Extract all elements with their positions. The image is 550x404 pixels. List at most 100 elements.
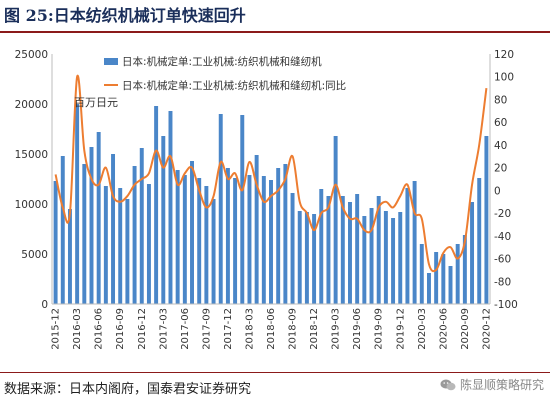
x-tick-label: 2019-06 — [352, 308, 363, 350]
bar — [441, 254, 446, 304]
right-y-tick-label: 100 — [494, 72, 514, 84]
bar — [190, 161, 194, 304]
right-y-tick-label: 20 — [494, 163, 507, 175]
bar — [319, 189, 324, 304]
x-tick-label: 2020-09 — [460, 308, 471, 350]
x-tick-label: 2017-09 — [201, 308, 212, 350]
x-tick-label: 2019-03 — [331, 308, 342, 350]
right-y-tick-label: -40 — [494, 231, 511, 243]
x-tick-label: 2018-03 — [244, 308, 255, 350]
bar — [412, 181, 417, 304]
bar — [376, 196, 381, 304]
line-series — [54, 74, 488, 273]
bar — [477, 178, 482, 304]
figure-title: 图 25:日本纺织机械订单快速回升 — [4, 6, 246, 25]
bar — [462, 235, 467, 304]
bar — [82, 164, 87, 304]
bar — [297, 211, 302, 304]
bar — [175, 170, 180, 304]
bar — [290, 193, 295, 304]
right-y-tick-label: 0 — [494, 185, 501, 197]
bar — [53, 181, 58, 304]
bar — [161, 136, 166, 304]
bar — [60, 156, 65, 304]
bar — [405, 188, 410, 304]
right-y-tick-label: -80 — [494, 276, 511, 288]
left-y-tick-label: 0 — [41, 299, 48, 311]
right-y-tick-label: -100 — [494, 299, 518, 311]
right-y-tick-label: 40 — [494, 140, 507, 152]
bar — [484, 136, 489, 304]
x-tick-label: 2017-12 — [223, 308, 234, 350]
legend: 日本:机械定单:工业机械:纺织机械和缝纫机 日本:机械定单:工业机械:纺织机械和… — [104, 55, 346, 92]
wechat-icon — [440, 379, 456, 390]
bar — [355, 194, 360, 304]
x-tick-label: 2020-03 — [417, 308, 428, 350]
bar — [419, 244, 424, 304]
bar — [125, 199, 130, 304]
bar — [218, 114, 223, 304]
x-ticks: 2015-12 2016-03 2016-06 2016-09 2016-12 2017-… — [51, 308, 493, 350]
chart-area: 0 5000 10000 15000 20000 25000 -100 -80 -60 -40 -… — [0, 34, 550, 372]
left-y-tick-label: 20000 — [15, 99, 48, 111]
bar — [434, 252, 439, 304]
x-tick-label: 2016-03 — [72, 308, 83, 350]
left-y-tick-label: 10000 — [15, 199, 48, 211]
bar — [240, 115, 245, 304]
left-y-tick-label: 25000 — [15, 49, 48, 61]
left-y-ticks: 0 5000 10000 15000 20000 25000 — [15, 49, 48, 311]
bar — [182, 175, 187, 304]
bar — [154, 106, 159, 304]
right-y-tick-label: 120 — [494, 49, 514, 61]
bar — [269, 180, 273, 304]
yoy-series-line — [54, 74, 488, 273]
bar — [204, 186, 209, 304]
bar — [75, 104, 80, 304]
x-tick-label: 2018-12 — [309, 308, 320, 350]
bar — [197, 178, 202, 304]
bar-series — [53, 104, 489, 304]
bar — [118, 188, 123, 304]
bar — [455, 244, 460, 304]
bar — [369, 208, 374, 304]
legend-label-line: 日本:机械定单:工业机械:纺织机械和缝纫机:同比 — [122, 79, 346, 92]
bar — [96, 132, 101, 304]
source-note: 数据来源：日本内阁府，国泰君安证券研究 — [4, 382, 252, 397]
bar — [391, 218, 396, 304]
bar — [225, 168, 230, 304]
bar — [333, 136, 338, 304]
bar — [426, 273, 431, 304]
bar — [103, 186, 108, 304]
right-y-tick-label: -20 — [494, 208, 511, 220]
x-tick-label: 2017-03 — [158, 308, 169, 350]
unit-label: 百万日元 — [74, 96, 118, 109]
right-y-tick-label: 80 — [494, 94, 507, 106]
x-tick-label: 2016-06 — [94, 308, 105, 350]
x-tick-label: 2016-09 — [115, 308, 126, 350]
bar — [276, 168, 281, 304]
x-tick-label: 2018-09 — [288, 308, 299, 350]
left-y-tick-label: 5000 — [21, 249, 48, 261]
bar — [247, 175, 252, 304]
bar — [233, 178, 238, 304]
legend-label-bar: 日本:机械定单:工业机械:纺织机械和缝纫机 — [122, 55, 322, 68]
x-tick-label: 2019-09 — [374, 308, 385, 350]
x-tick-label: 2015-12 — [51, 308, 62, 350]
watermark-text: 陈显顺策略研究 — [459, 378, 544, 392]
left-y-tick-label: 15000 — [15, 149, 48, 161]
x-tick-label: 2019-12 — [395, 308, 406, 350]
right-y-tick-label: -60 — [494, 254, 511, 266]
bar — [211, 199, 216, 304]
bar — [383, 211, 388, 304]
bar — [89, 147, 94, 304]
right-y-ticks: -100 -80 -60 -40 -20 0 20 40 60 80 100 120 — [494, 49, 518, 311]
bar — [304, 212, 309, 304]
bar — [448, 266, 453, 304]
bar — [261, 176, 266, 304]
legend-swatch-bar — [104, 58, 118, 65]
bar — [139, 148, 144, 304]
x-tick-label: 2020-12 — [481, 308, 492, 350]
bar — [283, 164, 288, 304]
bar — [168, 111, 173, 304]
x-tick-label: 2018-06 — [266, 308, 277, 350]
